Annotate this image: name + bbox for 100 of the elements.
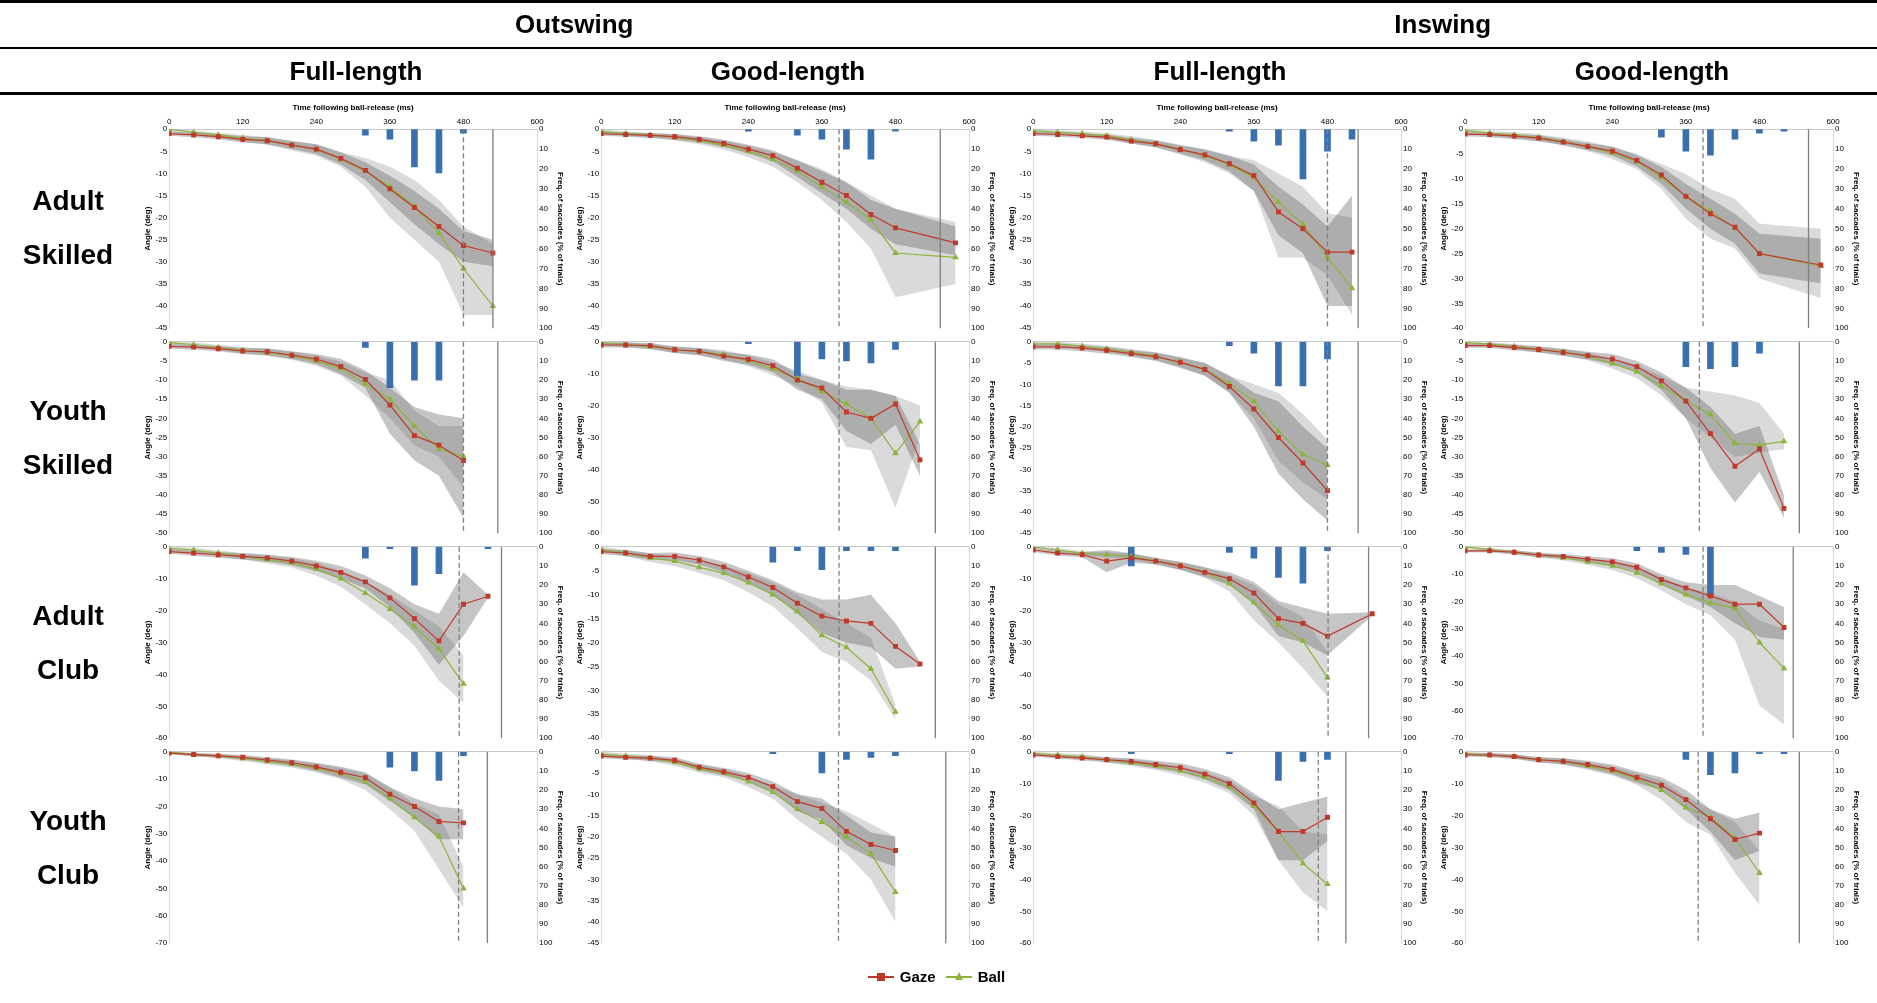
y-tick-label: -10	[1451, 375, 1464, 385]
y-tick-label: -30	[1451, 273, 1464, 283]
y2-tick-label: 40	[539, 823, 549, 833]
y-tick-label: 0	[1026, 542, 1032, 551]
y-tick-label: -50	[155, 883, 168, 893]
y-tick-label: -10	[1019, 573, 1032, 583]
y2-tick-label: 10	[1835, 144, 1845, 154]
y-tick-label: -30	[1451, 451, 1464, 461]
y-tick-label: -10	[587, 168, 600, 178]
y2-tick-label: 20	[539, 164, 549, 174]
y2-tick-label: 10	[539, 356, 549, 366]
y-tick-label: -10	[1019, 379, 1032, 389]
y2-tick-label: 60	[1403, 243, 1413, 253]
x-axis-title: Time following ball-release (ms)	[1588, 103, 1711, 112]
y2-tick-label: 40	[539, 618, 549, 628]
y2-tick-label: 20	[1835, 785, 1845, 795]
x-tick-label: 120	[1532, 116, 1546, 126]
y2-axis-title: Freq. of saccades (% of trials)	[988, 380, 997, 495]
y-tick-label: -20	[587, 832, 600, 842]
y-tick-label: -20	[1019, 212, 1032, 222]
y2-tick-label: 80	[971, 695, 981, 705]
y2-tick-label: 50	[971, 432, 981, 442]
y2-tick-label: 40	[971, 618, 981, 628]
x-tick-label: 600	[530, 116, 545, 126]
y-tick-label: -20	[155, 605, 168, 615]
y2-tick-label: 100	[539, 528, 553, 538]
y-axis-title: Angle (deg)	[575, 415, 584, 460]
y-tick-label: -20	[1019, 605, 1032, 615]
x-tick-label: 480	[456, 116, 471, 126]
y-tick-label: -45	[1019, 323, 1032, 333]
y2-tick-label: 100	[1403, 528, 1417, 538]
y-tick-label: -35	[587, 279, 600, 289]
x-tick-label: 120	[1100, 116, 1114, 126]
y2-tick-label: 10	[971, 561, 981, 571]
y2-tick-label: 100	[1835, 528, 1849, 538]
y2-tick-label: 50	[539, 842, 549, 852]
y2-tick-label: 10	[971, 144, 981, 154]
y2-tick-label: 100	[1835, 323, 1849, 333]
y-axis-title: Angle (deg)	[143, 620, 152, 665]
y-tick-label: -60	[155, 733, 168, 743]
y2-tick-label: 40	[971, 413, 981, 423]
y-tick-label: -20	[1451, 223, 1464, 233]
y2-tick-label: 50	[1835, 637, 1845, 647]
y-tick-label: -50	[587, 496, 600, 506]
y2-axis-title: Freq. of saccades (% of trials)	[988, 790, 997, 905]
y-tick-label: -40	[1019, 669, 1032, 679]
y2-tick-label: 80	[539, 695, 549, 705]
y2-tick-label: 90	[1403, 919, 1413, 929]
text: Adult Skilled	[21, 183, 115, 272]
y2-tick-label: 20	[971, 580, 981, 590]
y2-tick-label: 30	[971, 599, 981, 609]
x-tick-label: 360	[383, 116, 398, 126]
y-tick-label: -5	[1024, 146, 1032, 156]
y-tick-label: -20	[587, 212, 600, 222]
y2-tick-label: 70	[971, 470, 981, 480]
y2-tick-label: 0	[971, 337, 977, 346]
y-tick-label: -60	[1451, 706, 1464, 716]
y-tick-label: -60	[155, 911, 168, 921]
y2-tick-label: 0	[1403, 337, 1409, 346]
y-tick-label: -40	[155, 301, 168, 311]
y2-tick-label: 100	[1403, 323, 1417, 333]
y-tick-label: -40	[587, 733, 600, 743]
y2-tick-label: 20	[971, 164, 981, 174]
y2-tick-label: 80	[971, 283, 981, 293]
y2-tick-label: 30	[1403, 394, 1413, 404]
y2-tick-label: 80	[1403, 490, 1413, 500]
y-tick-label: -25	[155, 234, 168, 244]
y-tick-label: -10	[155, 774, 168, 784]
y2-tick-label: 70	[1835, 880, 1845, 890]
y2-tick-label: 90	[1835, 509, 1845, 519]
y-tick-label: -60	[587, 528, 600, 538]
y2-tick-label: 70	[1835, 675, 1845, 685]
y2-tick-label: 30	[539, 394, 549, 404]
y-tick-label: -50	[1451, 528, 1464, 538]
y2-tick-label: 10	[1403, 561, 1413, 571]
y-tick-label: -5	[1456, 149, 1464, 159]
text: Youth Skilled	[21, 393, 115, 482]
y2-tick-label: 30	[1835, 804, 1845, 814]
y2-tick-label: 60	[1835, 243, 1845, 253]
y-tick-label: -45	[587, 938, 600, 948]
y-tick-label: -25	[1451, 432, 1464, 442]
y2-tick-label: 50	[539, 432, 549, 442]
y-tick-label: -50	[1019, 701, 1032, 711]
y-tick-label: -20	[155, 413, 168, 423]
y-tick-label: -10	[587, 789, 600, 799]
y-axis-title: Angle (deg)	[1439, 620, 1448, 665]
y-tick-label: -40	[1451, 651, 1464, 661]
y2-tick-label: 0	[1835, 542, 1841, 551]
y2-tick-label: 90	[1403, 303, 1413, 313]
y2-tick-label: 50	[539, 223, 549, 233]
y2-tick-label: 80	[971, 900, 981, 910]
y2-tick-label: 40	[1403, 823, 1413, 833]
y2-tick-label: 20	[539, 580, 549, 590]
y2-tick-label: 40	[971, 204, 981, 213]
y2-tick-label: 80	[539, 900, 549, 910]
y-tick-label: -40	[1451, 490, 1464, 500]
y2-tick-label: 30	[971, 804, 981, 814]
y2-tick-label: 90	[1835, 303, 1845, 313]
y2-tick-label: 90	[971, 714, 981, 724]
y2-tick-label: 10	[539, 766, 549, 776]
